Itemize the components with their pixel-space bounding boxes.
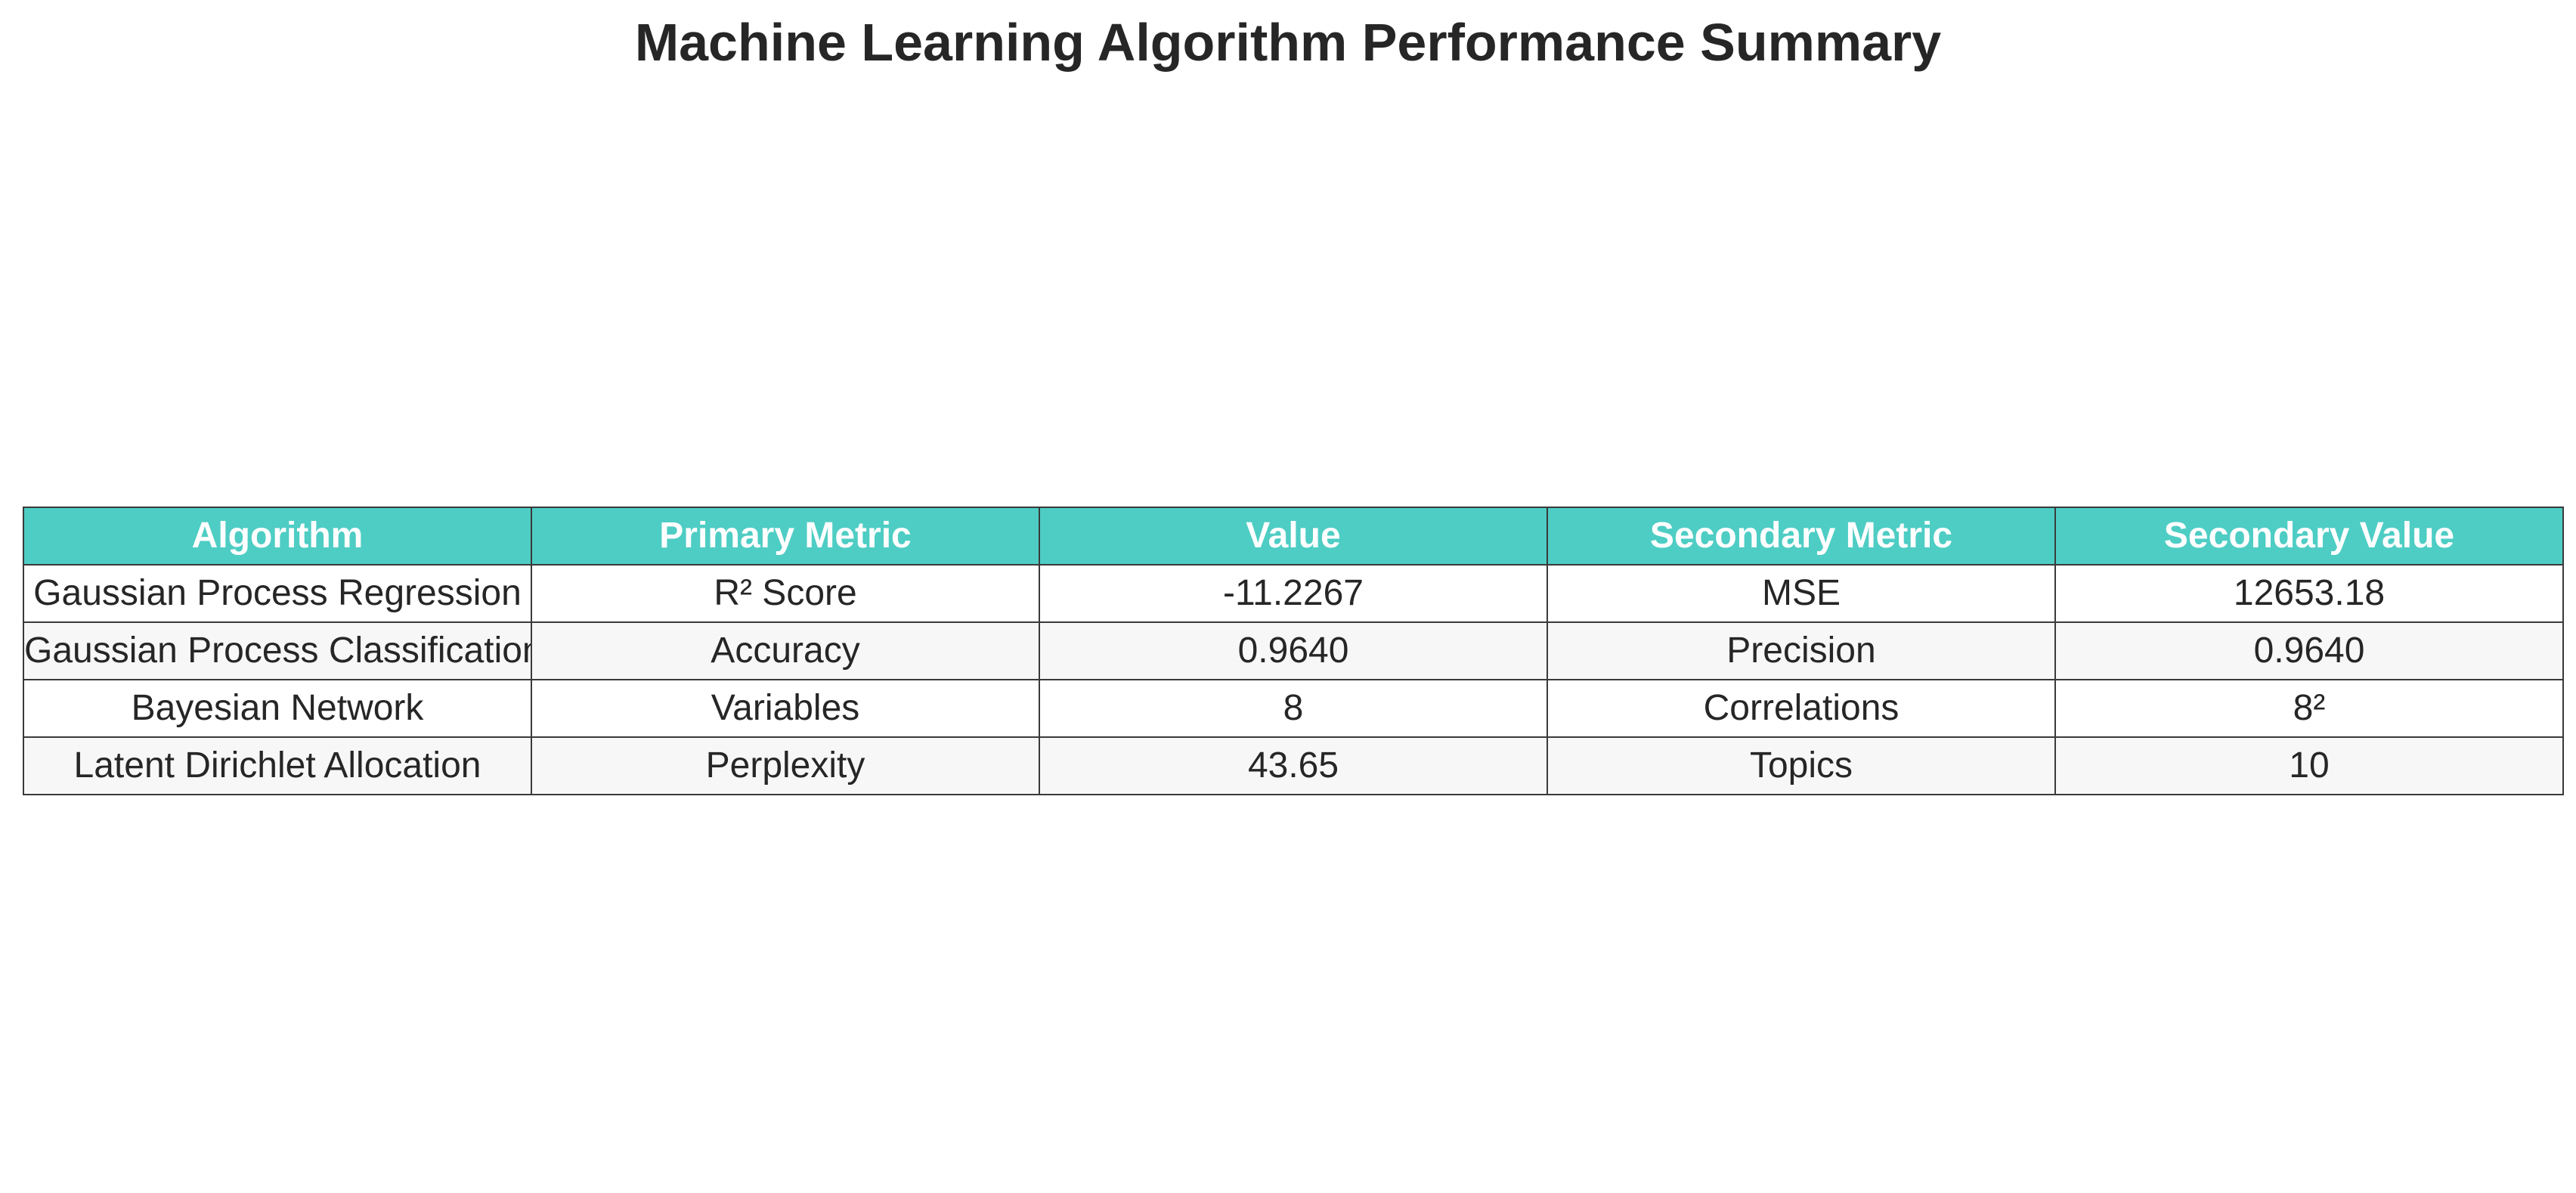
table-cell-secondary-metric: Correlations — [1547, 680, 2055, 737]
chart-title: Machine Learning Algorithm Performance S… — [0, 11, 2576, 74]
table-cell-secondary-metric: Precision — [1547, 622, 2055, 680]
table-cell-secondary-value: 12653.18 — [2055, 565, 2563, 622]
column-header-secondary-metric: Secondary Metric — [1547, 507, 2055, 565]
table-cell-primary-metric: Variables — [531, 680, 1039, 737]
table-cell-value: 43.65 — [1039, 737, 1547, 795]
table-cell-algorithm: Gaussian Process Regression — [23, 565, 531, 622]
table-cell-secondary-metric: Topics — [1547, 737, 2055, 795]
table-cell-primary-metric: Perplexity — [531, 737, 1039, 795]
table-header-row: Algorithm Primary Metric Value Secondary… — [23, 507, 2563, 565]
column-header-algorithm: Algorithm — [23, 507, 531, 565]
performance-table: Algorithm Primary Metric Value Secondary… — [23, 507, 2564, 795]
table-row: Bayesian Network Variables 8 Correlation… — [23, 680, 2563, 737]
table-cell-algorithm: Gaussian Process Classification — [23, 622, 531, 680]
table-cell-value: 0.9640 — [1039, 622, 1547, 680]
table-cell-value: -11.2267 — [1039, 565, 1547, 622]
table-cell-primary-metric: R² Score — [531, 565, 1039, 622]
table-row: Latent Dirichlet Allocation Perplexity 4… — [23, 737, 2563, 795]
column-header-primary-metric: Primary Metric — [531, 507, 1039, 565]
table-row: Gaussian Process Regression R² Score -11… — [23, 565, 2563, 622]
table-cell-value: 8 — [1039, 680, 1547, 737]
table-row: Gaussian Process Classification Accuracy… — [23, 622, 2563, 680]
column-header-value: Value — [1039, 507, 1547, 565]
table-cell-secondary-value: 0.9640 — [2055, 622, 2563, 680]
table-cell-secondary-metric: MSE — [1547, 565, 2055, 622]
table-cell-secondary-value: 10 — [2055, 737, 2563, 795]
column-header-secondary-value: Secondary Value — [2055, 507, 2563, 565]
table-cell-primary-metric: Accuracy — [531, 622, 1039, 680]
table-cell-algorithm: Bayesian Network — [23, 680, 531, 737]
table-cell-secondary-value: 8² — [2055, 680, 2563, 737]
table-cell-algorithm: Latent Dirichlet Allocation — [23, 737, 531, 795]
